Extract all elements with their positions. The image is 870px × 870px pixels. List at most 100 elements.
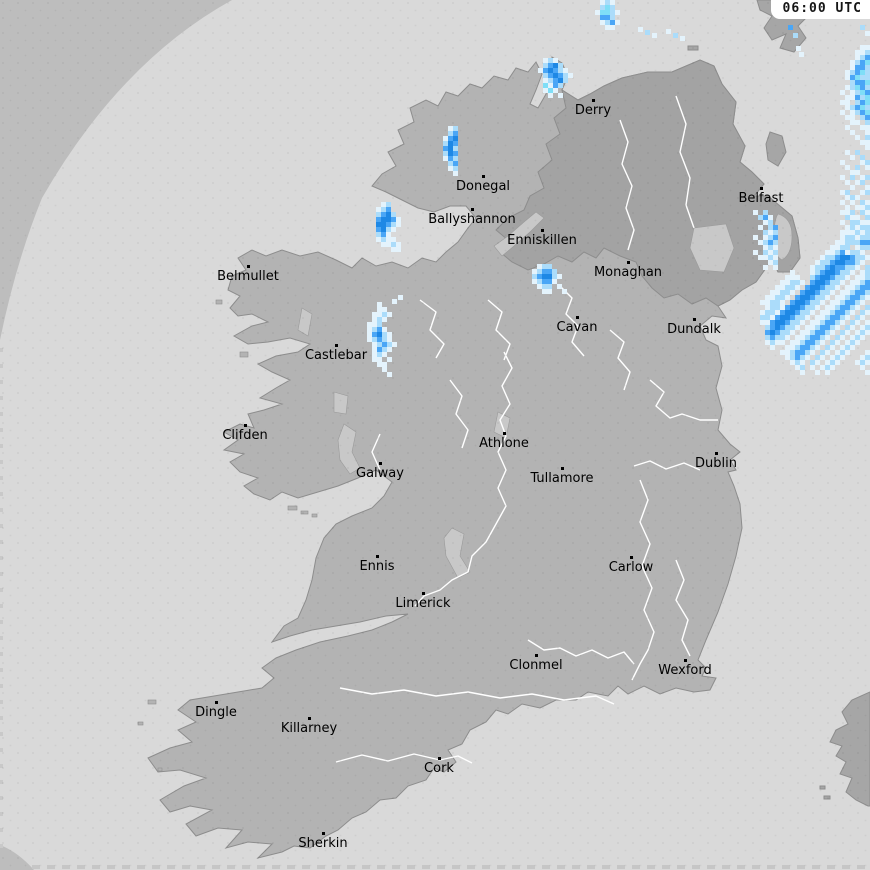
rain-cell [855,150,860,155]
rain-cell [558,83,563,88]
rain-cell [820,340,825,345]
rain-cell [845,85,850,90]
rain-cell [855,240,860,245]
rain-cell [865,355,870,360]
rain-cell [377,322,382,327]
rain-cell [453,126,458,131]
rain-cell [855,300,860,305]
rain-cell [860,290,865,295]
city-dot-marker [308,717,311,720]
rain-cell [770,295,775,300]
rain-cell [547,269,552,274]
rain-cell [865,225,870,230]
rain-cell [860,65,865,70]
rain-cell [600,20,605,25]
rain-cell [850,130,855,135]
rain-cell [391,212,396,217]
rain-cell [825,260,830,265]
rain-cell [790,360,795,365]
rain-cell [381,237,386,242]
rain-cell [825,350,830,355]
rain-cell [865,175,870,180]
city-label-text: Donegal [456,179,510,194]
rain-cell [795,310,800,315]
rain-cell [820,295,825,300]
rain-cell [865,330,870,335]
rain-cell [855,340,860,345]
rain-cell [840,310,845,315]
city-cavan: Cavan [557,316,597,335]
rain-cell [830,315,835,320]
rain-cell [860,245,865,250]
rain-cell [790,355,795,360]
rain-cell [815,265,820,270]
rain-cell [775,340,780,345]
rain-cell [845,330,850,335]
rain-cell [372,312,377,317]
rain-cell [860,200,865,205]
rain-cell [448,151,453,156]
rain-cell [865,205,870,210]
rain-cell [377,317,382,322]
rain-cell [830,285,835,290]
rain-cell [830,330,835,335]
rain-cell [850,195,855,200]
rain-cell [825,285,830,290]
rain-cell [758,215,763,220]
rain-cell [825,345,830,350]
rain-cell [845,95,850,100]
rain-cell [810,335,815,340]
rain-cell [820,320,825,325]
rain-cell [381,222,386,227]
rain-cell [865,110,870,115]
rain-cell [770,335,775,340]
rain-cell [391,247,396,252]
rain-cell [795,340,800,345]
rain-cell [855,320,860,325]
rain-cell [770,290,775,295]
rain-cell [850,75,855,80]
rain-cell [367,322,372,327]
rain-cell [372,317,377,322]
rain-cell [558,68,563,73]
rain-cell [773,235,778,240]
rain-cell [835,240,840,245]
rain-cell [840,300,845,305]
rain-cell [800,340,805,345]
city-dot-marker [630,556,633,559]
rain-cell [543,63,548,68]
rain-cell [850,280,855,285]
rain-cell [810,360,815,365]
rain-cell [810,325,815,330]
rain-cell [825,255,830,260]
rain-cell [850,70,855,75]
rain-cell [795,365,800,370]
rain-cell [548,58,553,63]
rain-cell [382,342,387,347]
rain-cell [865,310,870,315]
rain-cell [840,190,845,195]
rain-cell [770,345,775,350]
rain-cell [448,141,453,146]
rain-cell [805,295,810,300]
rain-cell [790,315,795,320]
rain-cell [770,315,775,320]
rain-cell [775,305,780,310]
rain-cell [860,205,865,210]
rain-cell [840,335,845,340]
rain-cell [387,337,392,342]
rain-cell [605,20,610,25]
rain-cell [825,335,830,340]
rain-cell [377,327,382,332]
rain-cell [815,355,820,360]
rain-cell [448,161,453,166]
rain-cell [768,225,773,230]
rain-cell [381,207,386,212]
rain-cell [392,299,397,304]
rain-cell [785,275,790,280]
rain-cell [860,260,865,265]
rain-cell [840,110,845,115]
rain-cell [773,245,778,250]
rain-cell [548,78,553,83]
